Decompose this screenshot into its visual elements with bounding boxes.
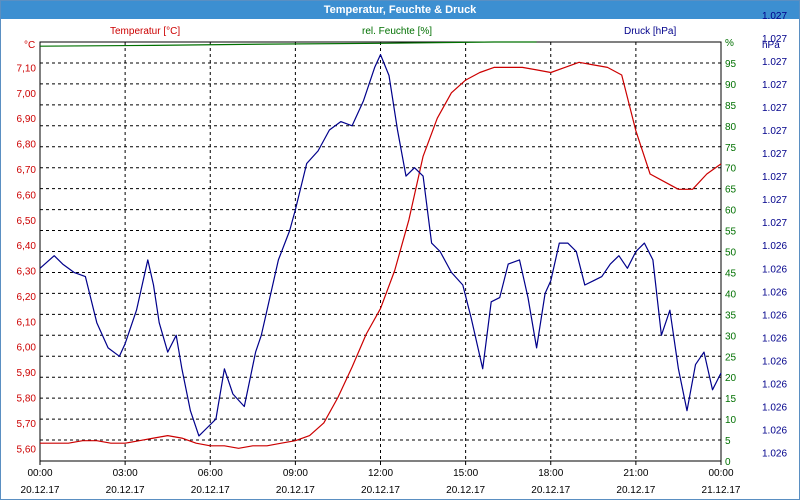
humidity-tick-label: 5 (725, 436, 731, 447)
left-tick-label: 6,40 (17, 241, 37, 252)
pressure-tick-label: 1.027 (762, 57, 787, 68)
humidity-tick-label: 45 (725, 268, 737, 279)
x-axis-ticks: 00:00 20.12.17 03:00 20.12.17 06:00 20.12.17 0… (21, 461, 741, 496)
humidity-tick-label: 20 (725, 373, 737, 384)
pressure-tick-label: 1.027 (762, 103, 787, 114)
pressure-tick-label: 1.027 (762, 218, 787, 229)
x-tick-date: 20.12.17 (106, 485, 145, 496)
legend-pressure: Druck [hPa] (624, 26, 676, 37)
x-tick-time: 09:00 (283, 468, 308, 479)
pressure-tick-label: 1.027 (762, 126, 787, 137)
humidity-tick-label: 55 (725, 227, 737, 238)
humidity-tick-label: 75 (725, 143, 737, 154)
x-tick-date: 20.12.17 (616, 485, 655, 496)
left-tick-label: 6,80 (17, 140, 37, 151)
humidity-axis-ticks: 0 5 10 15 20 25 30 35 40 45 50 55 60 65 70 75 80 85 90 95% (725, 38, 737, 468)
left-tick-label: 6,60 (17, 190, 37, 201)
pressure-tick-label: 1.026 (762, 426, 787, 437)
x-tick-time: 00:00 (708, 468, 733, 479)
left-tick-label: 5,70 (17, 419, 37, 430)
legend-temperature: Temperatur [°C] (110, 26, 180, 37)
left-tick-label: 5,80 (17, 394, 37, 405)
pressure-axis-ticks: 1.026 1.026 1.026 1.026 1.026 1.026 1.026 1.026… (762, 11, 787, 460)
x-tick-time: 00:00 (27, 468, 52, 479)
pressure-tick-label: 1.026 (762, 287, 787, 298)
humidity-tick-label: % (725, 38, 734, 49)
left-axis-unit: °C (24, 40, 35, 51)
pressure-tick-label: 1.027 (762, 34, 787, 45)
pressure-tick-label: 1.026 (762, 356, 787, 367)
pressure-tick-label: 1.027 (762, 80, 787, 91)
left-tick-label: 6,50 (17, 216, 37, 227)
x-tick-date: 20.12.17 (191, 485, 230, 496)
left-tick-label: 7,10 (17, 63, 37, 74)
humidity-tick-label: 50 (725, 248, 737, 259)
x-tick-date: 20.12.17 (276, 485, 315, 496)
pressure-axis-unit: hPa (762, 40, 780, 51)
x-tick-time: 12:00 (368, 468, 393, 479)
window-title: Temperatur, Feuchte & Druck (1, 1, 799, 19)
pressure-tick-label: 1.026 (762, 449, 787, 460)
humidity-tick-label: 90 (725, 80, 737, 91)
x-tick-time: 06:00 (198, 468, 223, 479)
left-tick-label: 5,90 (17, 368, 37, 379)
humidity-tick-label: 15 (725, 394, 737, 405)
pressure-tick-label: 1.026 (762, 241, 787, 252)
humidity-tick-label: 95 (725, 59, 737, 70)
pressure-tick-label: 1.026 (762, 379, 787, 390)
series-humidity (39, 41, 537, 47)
left-tick-label: 6,00 (17, 343, 37, 354)
series-temperature (40, 61, 722, 449)
x-tick-date: 20.12.17 (531, 485, 570, 496)
humidity-tick-label: 25 (725, 352, 737, 363)
left-tick-label: 6,20 (17, 292, 37, 303)
pressure-tick-label: 1.027 (762, 149, 787, 160)
humidity-tick-label: 85 (725, 101, 737, 112)
legend-humidity: rel. Feuchte [%] (362, 26, 432, 37)
pressure-tick-label: 1.026 (762, 264, 787, 275)
x-tick-time: 21:00 (623, 468, 648, 479)
left-tick-label: 5,60 (17, 444, 37, 455)
x-tick-date: 20.12.17 (361, 485, 400, 496)
humidity-tick-label: 0 (725, 457, 731, 468)
x-tick-date: 20.12.17 (446, 485, 485, 496)
humidity-tick-label: 70 (725, 164, 737, 175)
left-tick-label: 6,10 (17, 317, 37, 328)
humidity-tick-label: 80 (725, 122, 737, 133)
left-tick-label: 6,70 (17, 165, 37, 176)
x-tick-time: 03:00 (113, 468, 138, 479)
humidity-tick-label: 10 (725, 415, 737, 426)
humidity-tick-label: 30 (725, 331, 737, 342)
x-tick-date: 20.12.17 (21, 485, 60, 496)
left-tick-label: 6,30 (17, 267, 37, 278)
gridlines (40, 42, 721, 461)
left-tick-label: 7,00 (17, 89, 37, 100)
pressure-tick-label: 1.026 (762, 310, 787, 321)
left-axis-ticks: 5,60 5,70 5,80 5,90 6,00 6,10 6,20 6,30 6,40 6,50… (17, 63, 37, 455)
pressure-tick-label: 1.026 (762, 403, 787, 414)
pressure-tick-label: 1.027 (762, 172, 787, 183)
series-lines (39, 41, 722, 449)
x-tick-time: 18:00 (538, 468, 563, 479)
pressure-tick-label: 1.027 (762, 11, 787, 22)
x-tick-time: 15:00 (453, 468, 478, 479)
humidity-tick-label: 35 (725, 310, 737, 321)
series-pressure (39, 53, 722, 437)
humidity-tick-label: 65 (725, 185, 737, 196)
x-tick-date: 21.12.17 (702, 485, 741, 496)
pressure-tick-label: 1.027 (762, 195, 787, 206)
humidity-tick-label: 40 (725, 289, 737, 300)
left-tick-label: 6,90 (17, 114, 37, 125)
pressure-tick-label: 1.026 (762, 333, 787, 344)
humidity-tick-label: 60 (725, 206, 737, 217)
